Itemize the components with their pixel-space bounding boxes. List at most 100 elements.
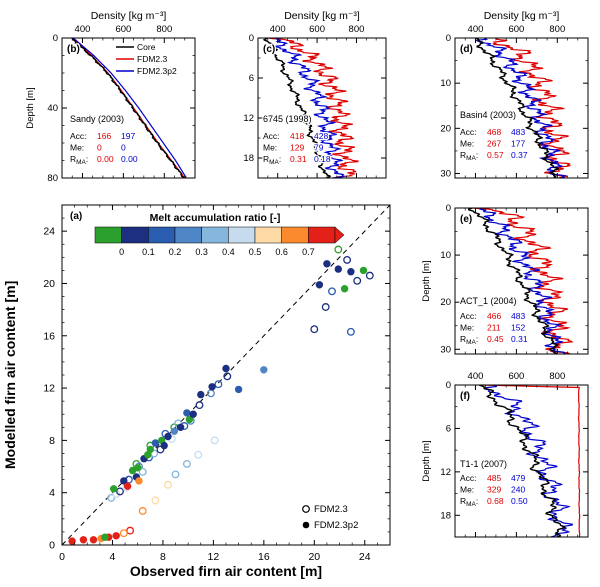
stat-accumulation: Acc: 466 483 [460,311,525,321]
y-tick-label: 6 [249,73,254,84]
y-tick-label: 40 [47,103,58,114]
scatter-point-filled [151,439,160,447]
y-tick-label: 30 [440,168,451,179]
scatter-point-filled [185,415,194,424]
legend-marker-filled [302,521,310,529]
scatter-point-open [138,507,147,515]
colorbar-tick-label: 0.6 [275,247,288,257]
colorbar-segment [121,226,149,244]
plot-frame [454,37,589,179]
curve-fdm23p2 [474,37,568,179]
panel-letter: (c) [263,44,275,55]
scatter-point-open [214,380,223,389]
scatter-point-open [310,325,319,334]
x-tick-label: 8 [160,551,166,563]
curve-fdm23 [472,207,574,355]
legend-label: FDM2.3 [137,54,168,64]
colorbar-tick-label: 0.7 [302,247,315,257]
scatter-point-open [346,327,355,336]
x-tick-label: 0 [59,551,65,563]
stat-rma: RMA: 0.45 0.31 [460,334,528,346]
scatter-point-filled [133,464,142,472]
legend-label: FDM2.3p2 [314,520,358,531]
y-tick-label: 0 [446,203,451,214]
y-tick-label: 24 [43,226,55,238]
scatter-point-filled [68,537,76,545]
y-tick-label: 30 [440,344,451,355]
colorbar-segment [308,226,336,244]
y-tick-label: 12 [243,113,254,124]
density-axis-title: Density [kg m⁻³] [484,10,560,22]
curve-core [467,207,559,355]
x-tick-label: 400 [468,24,484,35]
y-tick-label: 0 [249,33,254,44]
x-tick-label: 600 [115,24,131,35]
colorbar-segment [174,226,202,244]
plot-frame [454,384,589,538]
plot-frame [61,37,196,179]
stat-melt: Me: 0 0 [70,143,126,153]
scatter-point-open [328,287,336,296]
scatter-point-open [334,245,343,254]
legend-label: FDM2.3 [314,504,348,515]
scatter-point-open [194,450,203,459]
y-tick-label: 12 [440,467,451,478]
colorbar-segment [148,226,176,244]
scatter-point-filled [146,445,154,454]
x-tick-label: 400 [75,24,91,35]
scatter-point-filled [109,485,118,493]
y-tick-label: 20 [43,278,55,290]
panel-e: 0 10 20 30 Depth [m] (e) ACT_1 (2004) Acc: 466 48… [421,203,589,355]
curve-fdm23 [492,37,572,179]
scatter-point-filled [120,477,128,485]
legend-marker-open [302,505,310,513]
curve-core [71,37,184,179]
stat-accumulation: Acc: 418 428 [263,131,328,141]
site-label: 6745 (1998) [263,114,312,124]
scatter-point-filled [340,285,349,293]
curve-fdm23p2 [72,37,187,179]
colorbar-tick-label: 0.1 [142,247,155,257]
curve-core [476,37,560,179]
scatter-point-filled [359,266,368,275]
scatter-point-filled [123,482,132,490]
scatter-point-open [210,436,219,445]
scatter-point-filled [334,265,342,273]
colorbar-tick-label: 0 [119,247,124,257]
y-tick-label: 0 [53,33,58,44]
panel-a: 0 4 8 12 16 20 24 0 4 8 12 16 20 24 (a) Melt accumulati… [43,204,391,563]
colorbar-tick-label: 0.2 [169,247,182,257]
scatter-point-filled [135,477,143,485]
x-tick-label: 400 [468,371,484,382]
scatter-point-open [164,480,172,489]
y-tick-label: 0 [49,540,55,552]
scatter-point-filled [176,423,185,431]
x-tick-label: 20 [308,551,320,563]
stat-melt: Me: 329 240 [460,485,525,495]
x-tick-label: 800 [349,24,365,35]
colorbar-segment [94,226,122,244]
scatter-point-filled [347,268,355,276]
site-label: Sandy (2003) [70,114,124,124]
scatter-point-filled [160,441,168,450]
scatter-point-filled [234,385,243,394]
y-tick-label: 20 [440,297,451,308]
y-tick-label: 0 [446,380,451,391]
panel-letter: (d) [460,44,473,55]
curve-fdm23p2 [273,37,346,179]
x-tick-label: 800 [156,24,172,35]
scatter-point-open [151,496,160,505]
density-axis-title: Density [kg m⁻³] [284,10,360,22]
site-label: T1-1 (2007) [460,459,507,469]
depth-axis-title: Depth [m] [25,87,36,128]
curve-fdm23p2 [478,207,567,355]
y-tick-label: 10 [440,78,451,89]
legend-label: FDM2.3p2 [137,66,177,76]
depth-axis-title: Depth [m] [421,260,432,301]
colorbar-title: Melt accumulation ratio [-] [150,212,281,224]
stat-accumulation: Acc: 468 483 [460,127,525,137]
scatter-point-filled [170,427,178,435]
panel-f: 400 600 800 0 6 12 18 Depth [m] (f) T1-1 (2007) Ac… [421,371,589,538]
one-to-one-line [61,204,391,546]
